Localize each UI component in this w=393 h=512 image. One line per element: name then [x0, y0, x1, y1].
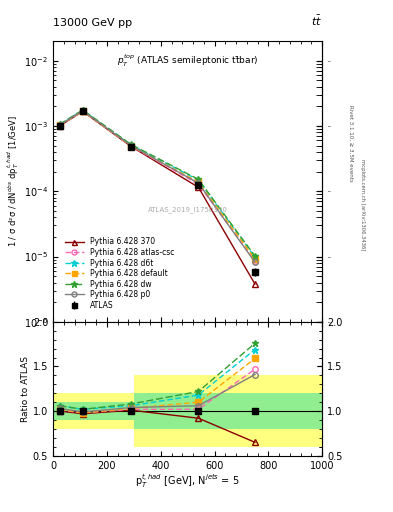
- Pythia 6.428 dw: [57, 121, 62, 127]
- Pythia 6.428 default: [57, 122, 62, 129]
- Line: Pythia 6.428 default: Pythia 6.428 default: [57, 108, 258, 262]
- Text: $p_T^{top}$ (ATLAS semileptonic tt̄bar): $p_T^{top}$ (ATLAS semileptonic tt̄bar): [117, 52, 259, 69]
- Pythia 6.428 370: [129, 143, 134, 150]
- Pythia 6.428 atlas-csc: [80, 108, 85, 114]
- Pythia 6.428 atlas-csc: [253, 258, 257, 264]
- Pythia 6.428 370: [253, 281, 257, 287]
- Pythia 6.428 atlas-csc: [129, 143, 134, 150]
- Pythia 6.428 default: [253, 256, 257, 262]
- Y-axis label: 1 / σ d²σ / dN$^{obs}$ dp$_T^{t,had}$ [1/GeV]: 1 / σ d²σ / dN$^{obs}$ dp$_T^{t,had}$ [1…: [6, 116, 21, 247]
- Pythia 6.428 default: [196, 179, 201, 185]
- Line: Pythia 6.428 370: Pythia 6.428 370: [57, 109, 258, 287]
- Pythia 6.428 dw: [80, 107, 85, 113]
- Pythia 6.428 dw: [253, 253, 257, 259]
- Pythia 6.428 p0: [57, 122, 62, 128]
- Pythia 6.428 d6t: [80, 107, 85, 113]
- Pythia 6.428 370: [80, 109, 85, 115]
- Line: Pythia 6.428 dw: Pythia 6.428 dw: [56, 106, 259, 260]
- Pythia 6.428 atlas-csc: [196, 181, 201, 187]
- Pythia 6.428 370: [196, 184, 201, 190]
- Pythia 6.428 p0: [253, 259, 257, 265]
- Line: Pythia 6.428 atlas-csc: Pythia 6.428 atlas-csc: [57, 109, 258, 264]
- Pythia 6.428 dw: [196, 176, 201, 182]
- Line: Pythia 6.428 p0: Pythia 6.428 p0: [57, 108, 258, 265]
- Text: 13000 GeV pp: 13000 GeV pp: [53, 18, 132, 28]
- Legend: Pythia 6.428 370, Pythia 6.428 atlas-csc, Pythia 6.428 d6t, Pythia 6.428 default: Pythia 6.428 370, Pythia 6.428 atlas-csc…: [65, 238, 174, 310]
- Text: $t\bar{t}$: $t\bar{t}$: [311, 14, 322, 28]
- Text: ATLAS_2019_I1750330: ATLAS_2019_I1750330: [148, 206, 228, 213]
- Y-axis label: Ratio to ATLAS: Ratio to ATLAS: [21, 356, 30, 422]
- Pythia 6.428 p0: [80, 108, 85, 114]
- Pythia 6.428 dw: [129, 141, 134, 147]
- X-axis label: p$_T^{t,had}$ [GeV], N$^{jets}$ = 5: p$_T^{t,had}$ [GeV], N$^{jets}$ = 5: [135, 473, 240, 490]
- Pythia 6.428 default: [129, 143, 134, 149]
- Pythia 6.428 atlas-csc: [57, 122, 62, 129]
- Pythia 6.428 370: [57, 123, 62, 129]
- Pythia 6.428 d6t: [57, 121, 62, 127]
- Pythia 6.428 default: [80, 108, 85, 114]
- Line: Pythia 6.428 d6t: Pythia 6.428 d6t: [56, 106, 259, 261]
- Pythia 6.428 d6t: [129, 142, 134, 148]
- Pythia 6.428 p0: [129, 142, 134, 148]
- Pythia 6.428 p0: [196, 180, 201, 186]
- Pythia 6.428 d6t: [196, 177, 201, 183]
- Text: mcplots.cern.ch [arXiv:1306.3436]: mcplots.cern.ch [arXiv:1306.3436]: [360, 159, 365, 250]
- Text: Rivet 3.1.10, ≥ 3.5M events: Rivet 3.1.10, ≥ 3.5M events: [348, 105, 353, 182]
- Pythia 6.428 d6t: [253, 254, 257, 260]
